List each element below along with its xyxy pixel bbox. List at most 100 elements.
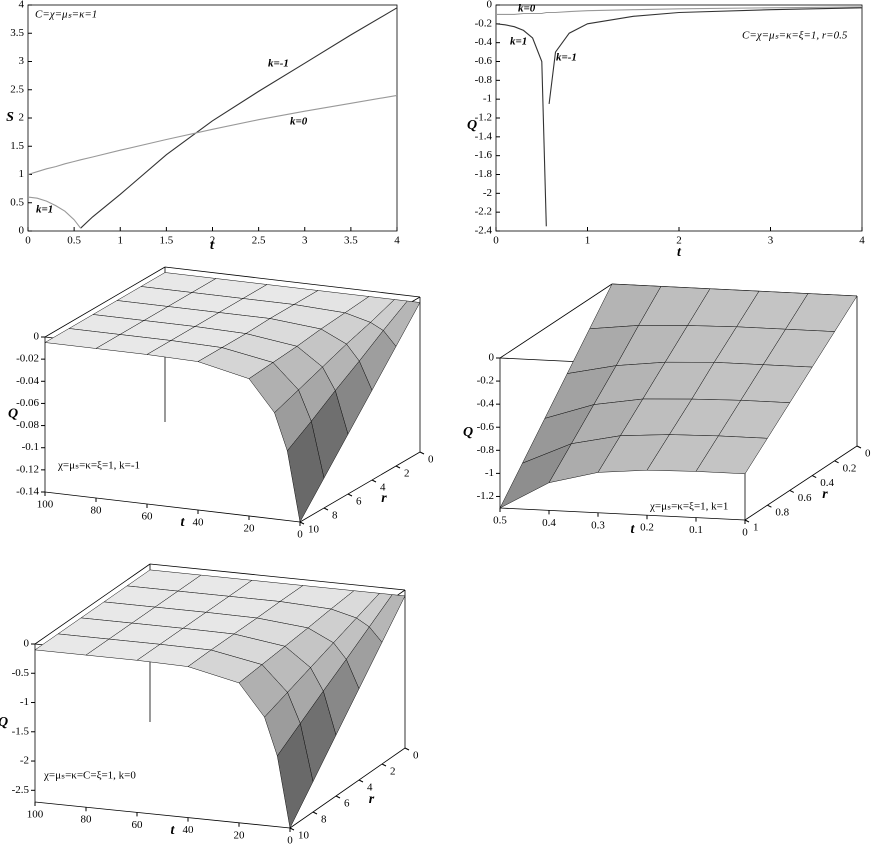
z-axis-label: Q [8, 407, 18, 422]
y-tick-label: 0.6 [798, 492, 812, 504]
z-tick-label: -2 [20, 755, 29, 767]
y-tick [312, 811, 318, 815]
y-tick-label: 0.5 [10, 196, 24, 208]
y-tick [811, 475, 817, 479]
series-label: k=0 [518, 3, 536, 15]
x-tick-label: 3 [768, 235, 774, 247]
y-tick-label: 4 [19, 0, 25, 11]
x-tick-label: 1 [118, 235, 124, 247]
y-tick-label: -1 [483, 93, 492, 105]
series-label: k=1 [510, 36, 527, 48]
x-axis-line [499, 507, 746, 521]
x-tick-label: 0 [493, 235, 499, 247]
x-tick-label: 80 [91, 505, 103, 517]
line-series [548, 7, 863, 104]
x-tick-label: 0.4 [542, 517, 556, 529]
x-tick-label: 100 [37, 499, 54, 511]
z-tick-label: -0.02 [16, 353, 39, 365]
y-tick-label: 4 [380, 482, 386, 494]
z-tick-label: -1.5 [12, 725, 30, 737]
x-tick-label: 0.2 [640, 522, 654, 534]
y-tick [404, 747, 410, 751]
y-tick [419, 451, 425, 455]
y-tick [371, 479, 377, 483]
line-series [80, 7, 398, 229]
z-tick-label: 0 [489, 352, 495, 364]
x-axis-line [44, 491, 301, 523]
plot-frame [27, 4, 398, 232]
y-tick-label: 8 [321, 814, 327, 826]
y-tick-label: -1.6 [475, 149, 493, 161]
y-tick [856, 445, 862, 449]
y-tick-label: 0 [865, 448, 871, 460]
y-tick [789, 489, 795, 493]
z-tick-label: 0 [24, 638, 30, 650]
annotation: χ=μₛ=κ=ξ=1, k=-1 [57, 460, 140, 472]
z-tick-label: -0.5 [12, 667, 30, 679]
y-tick [358, 779, 364, 783]
y-axis-line [289, 747, 406, 829]
box-edge [34, 563, 151, 645]
series-label: k=-1 [556, 52, 577, 64]
z-tick-label: 0 [34, 331, 40, 343]
z-tick-label: -1 [20, 696, 29, 708]
y-tick-label: -1.8 [475, 168, 493, 180]
y-tick-label: 2.5 [10, 83, 24, 95]
y-tick-label: -2.4 [475, 225, 493, 237]
y-tick-label: 6 [344, 798, 350, 810]
x-tick-label: 0 [297, 529, 303, 541]
y-tick-label: -0.8 [475, 74, 493, 86]
x-tick-label: 100 [27, 809, 44, 821]
y-tick-label: 2 [390, 766, 396, 778]
z-tick-label: -0.08 [16, 419, 39, 431]
series-label: k=-1 [268, 58, 289, 70]
box-edge [44, 266, 166, 338]
z-tick-label: -0.06 [16, 397, 39, 409]
z-tick-label: -0.12 [16, 463, 39, 475]
y-tick [381, 763, 387, 767]
y-tick-label: 1 [753, 522, 759, 534]
x-tick-label: 3 [302, 235, 308, 247]
x-tick-label: 4 [394, 235, 400, 247]
y-tick [834, 460, 839, 464]
x-tick-label: 0.1 [689, 524, 703, 536]
x-tick-label: 0 [25, 235, 31, 247]
x-tick-label: 40 [183, 824, 195, 836]
surface-cell [277, 722, 314, 829]
x-axis-label: t [631, 522, 636, 537]
z-tick-label: -0.4 [477, 398, 495, 410]
y-tick-label: 10 [308, 524, 320, 536]
y-tick-label: 0.4 [820, 477, 834, 489]
series-label: k=1 [36, 204, 53, 216]
x-tick-label: 0 [742, 527, 748, 539]
x-tick-label: 0 [287, 835, 293, 847]
box-edge [149, 563, 406, 591]
z-tick-label: -0.1 [22, 441, 39, 453]
box-edge [499, 283, 613, 359]
y-axis-label: r [369, 792, 375, 807]
x-tick-label: 20 [244, 523, 256, 535]
box-edge [164, 266, 421, 298]
surface-cell [695, 435, 768, 475]
y-tick-label: -0.6 [475, 55, 493, 67]
y-tick-label: 0 [487, 0, 493, 11]
y-axis-line [744, 445, 858, 521]
y-axis-label: Q [467, 118, 477, 133]
y-tick-label: 0 [19, 225, 25, 237]
x-tick-label: 2.5 [252, 235, 266, 247]
x-tick-label: 4 [859, 235, 865, 247]
x-tick-label: 2 [210, 235, 216, 247]
y-tick-label: 0.2 [843, 462, 857, 474]
z-axis-label: Q [0, 715, 8, 730]
x-tick-label: 0.5 [67, 235, 81, 247]
x-axis-label: t [181, 515, 186, 530]
z-tick-label: -0.8 [477, 444, 495, 456]
z-tick-label: -0.6 [477, 421, 495, 433]
x-axis-line [34, 801, 291, 829]
annotation: C=χ=μₛ=κ=1 [35, 9, 97, 21]
y-tick [744, 519, 750, 523]
annotation: χ=μₛ=κ=C=ξ=1, k=0 [43, 770, 136, 782]
y-tick-label: 0 [413, 750, 419, 762]
